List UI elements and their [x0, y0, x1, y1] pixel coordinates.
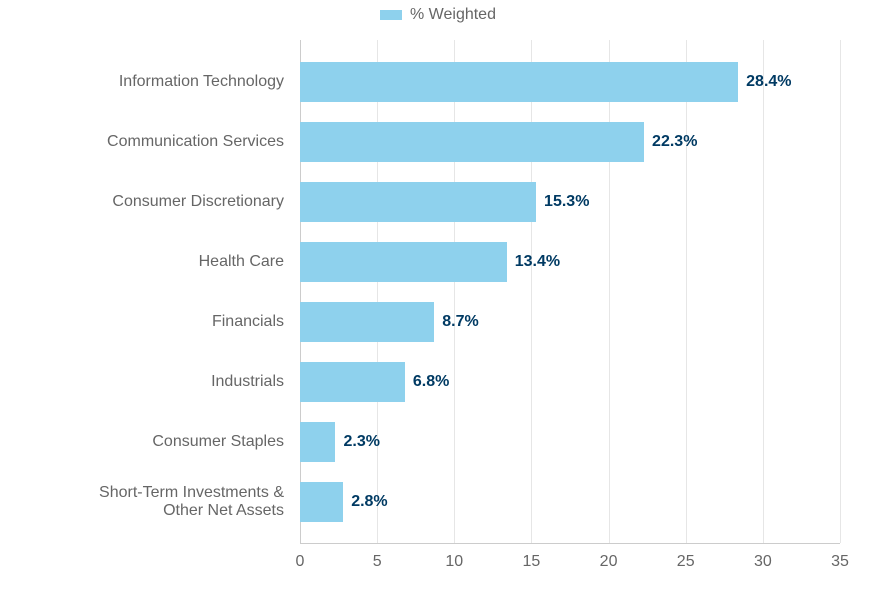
bar-value-label: 8.7%: [442, 313, 478, 331]
bar-value-label: 22.3%: [652, 133, 697, 151]
bar-value-label: 15.3%: [544, 193, 589, 211]
bar: [300, 362, 405, 402]
bar: [300, 302, 434, 342]
bar-row: 22.3%: [300, 122, 840, 162]
gridline: [840, 40, 841, 543]
category-label: Health Care: [0, 253, 284, 271]
bar-value-label: 13.4%: [515, 253, 560, 271]
gridline: [377, 40, 378, 543]
x-axis: [300, 543, 840, 544]
bar-row: 6.8%: [300, 362, 840, 402]
category-label: Information Technology: [0, 73, 284, 91]
x-tick-label: 20: [600, 553, 618, 571]
x-tick-label: 10: [445, 553, 463, 571]
category-label: Industrials: [0, 373, 284, 391]
chart-legend: % Weighted: [0, 6, 876, 25]
legend-swatch: [380, 10, 402, 20]
category-label: Communication Services: [0, 133, 284, 151]
bar-row: 2.3%: [300, 422, 840, 462]
bar-row: 13.4%: [300, 242, 840, 282]
legend-item: % Weighted: [380, 6, 496, 24]
bar: [300, 242, 507, 282]
bar: [300, 122, 644, 162]
bar-value-label: 2.8%: [351, 493, 387, 511]
weight-bar-chart: % Weighted 28.4%22.3%15.3%13.4%8.7%6.8%2…: [0, 0, 876, 600]
bar: [300, 482, 343, 522]
category-label: Financials: [0, 313, 284, 331]
gridline: [609, 40, 610, 543]
bar-value-label: 28.4%: [746, 73, 791, 91]
plot-area: 28.4% 22.3% 15.3% 13.4% 8.7% 6.8% 2.3% 2.8%: [300, 40, 840, 543]
x-tick-label: 5: [373, 553, 382, 571]
x-tick-label: 15: [523, 553, 541, 571]
category-label: Short-Term Investments &Other Net Assets: [0, 484, 284, 521]
x-tick-label: 35: [831, 553, 849, 571]
legend-label: % Weighted: [410, 6, 496, 24]
bar-row: 2.8%: [300, 482, 840, 522]
gridline: [531, 40, 532, 543]
bar: [300, 422, 335, 462]
bar-row: 15.3%: [300, 182, 840, 222]
gridline: [454, 40, 455, 543]
bar-value-label: 6.8%: [413, 373, 449, 391]
y-axis: [300, 40, 301, 543]
category-label: Consumer Staples: [0, 433, 284, 451]
gridline: [686, 40, 687, 543]
bar-row: 8.7%: [300, 302, 840, 342]
gridline: [763, 40, 764, 543]
x-tick-label: 25: [677, 553, 695, 571]
bar-row: 28.4%: [300, 62, 840, 102]
x-tick-label: 0: [296, 553, 305, 571]
bar-value-label: 2.3%: [343, 433, 379, 451]
bar: [300, 182, 536, 222]
category-label: Consumer Discretionary: [0, 193, 284, 211]
x-tick-label: 30: [754, 553, 772, 571]
bar: [300, 62, 738, 102]
